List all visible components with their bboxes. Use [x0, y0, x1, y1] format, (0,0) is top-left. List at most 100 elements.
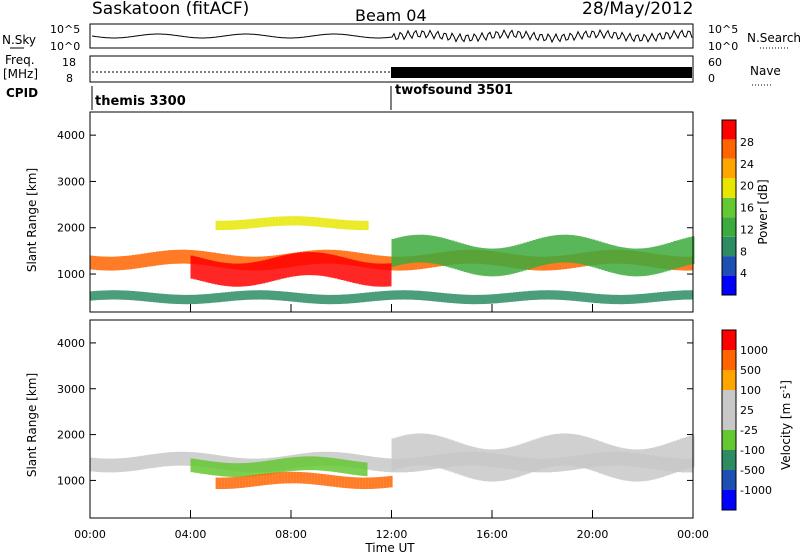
- power-cell: [649, 247, 653, 276]
- power-cell: [462, 294, 465, 304]
- velocity-cell: [430, 434, 434, 467]
- power-cell: [240, 290, 243, 301]
- velocity-ytick-label: 2000: [57, 429, 85, 442]
- velocity-cell: [562, 433, 566, 466]
- power-cell: [231, 255, 234, 270]
- power-cell: [339, 294, 342, 304]
- power-cell: [336, 294, 339, 305]
- velocity-cell: [568, 433, 572, 466]
- freq-label: Freq.: [5, 53, 35, 67]
- power-cell: [302, 216, 306, 226]
- cpid-label: CPID: [6, 86, 38, 100]
- power-cell: [351, 293, 354, 304]
- power-ytick-label: 3000: [57, 175, 85, 188]
- power-cell: [561, 290, 564, 300]
- velocity-cell: [418, 433, 422, 466]
- power-ytick-label: 2000: [57, 222, 85, 235]
- power-cell: [108, 256, 111, 271]
- power-cell: [675, 290, 678, 301]
- velocity-cell: [598, 441, 602, 474]
- velocity-cell: [248, 475, 252, 487]
- power-cell: [402, 290, 405, 300]
- velocity-cell: [292, 457, 296, 471]
- power-cell: [332, 219, 336, 229]
- power-cell: [323, 218, 327, 228]
- velocity-cell: [613, 446, 617, 479]
- power-cell: [375, 255, 378, 270]
- velocity-cell: [259, 461, 263, 476]
- power-cell: [333, 294, 336, 305]
- power-cell: [297, 292, 300, 303]
- power-cell: [552, 290, 555, 300]
- power-cell: [177, 294, 180, 304]
- power-cell: [285, 291, 288, 301]
- power-cell: [378, 255, 381, 270]
- velocity-cell: [502, 448, 506, 481]
- power-cell: [505, 247, 509, 275]
- nsky-trace: [91, 28, 693, 44]
- power-cell: [105, 256, 108, 271]
- power-cell: [300, 293, 303, 303]
- power-cell: [307, 252, 311, 276]
- power-cell: [672, 291, 675, 301]
- velocity-cell: [649, 448, 653, 481]
- power-cell: [576, 291, 579, 302]
- power-cell: [423, 291, 426, 301]
- velocity-cell: [229, 463, 233, 477]
- power-cell: [222, 292, 225, 302]
- power-cell: [384, 290, 387, 301]
- velocity-cell: [215, 477, 219, 489]
- power-cell: [396, 290, 399, 300]
- power-cell: [311, 217, 315, 227]
- power-cell: [248, 219, 252, 229]
- power-cell: [138, 254, 141, 269]
- power-cell: [207, 251, 210, 266]
- power-cell: [510, 292, 513, 302]
- power-cell: [313, 252, 317, 276]
- power-cell: [362, 220, 366, 231]
- power-cell: [204, 251, 207, 266]
- power-cell: [356, 220, 360, 230]
- power-cell: [268, 258, 272, 282]
- velocity-cell: [511, 446, 515, 479]
- velocity-cell: [378, 457, 381, 472]
- power-cell: [221, 220, 225, 231]
- power-cell: [538, 238, 542, 267]
- power-cell: [90, 255, 93, 270]
- power-cell: [156, 293, 159, 303]
- power-cell: [355, 260, 359, 284]
- power-cell: [114, 256, 117, 271]
- power-cell: [329, 218, 333, 228]
- power-cell: [465, 294, 468, 304]
- power-cell: [280, 255, 284, 279]
- power-cell: [435, 292, 438, 302]
- power-colorbar-tick-label: 16: [740, 202, 754, 215]
- power-cell: [376, 263, 380, 287]
- power-cell: [217, 261, 221, 285]
- power-cell: [228, 291, 231, 302]
- power-cell: [330, 294, 333, 305]
- velocity-cell: [329, 475, 333, 487]
- velocity-cell: [99, 458, 102, 473]
- power-cell: [528, 290, 531, 301]
- velocity-cell: [595, 440, 599, 473]
- power-cell: [199, 257, 203, 281]
- power-cell: [215, 220, 219, 231]
- date-title: 28/May/2012: [582, 0, 694, 19]
- power-cell: [643, 248, 647, 276]
- power-cell: [320, 217, 324, 228]
- power-cell: [276, 291, 279, 301]
- velocity-ytick-label: 3000: [57, 383, 85, 396]
- velocity-cell: [205, 460, 209, 475]
- power-cell: [238, 263, 242, 287]
- power-cell: [204, 294, 207, 304]
- power-cell: [463, 244, 467, 272]
- power-cell: [251, 218, 255, 229]
- power-cell: [331, 254, 335, 278]
- power-cell: [165, 294, 168, 304]
- power-cell: [126, 255, 129, 270]
- power-cell: [304, 252, 308, 276]
- power-cell: [565, 234, 569, 263]
- power-cell: [646, 247, 650, 276]
- time-xtick-label: 04:00: [175, 528, 207, 541]
